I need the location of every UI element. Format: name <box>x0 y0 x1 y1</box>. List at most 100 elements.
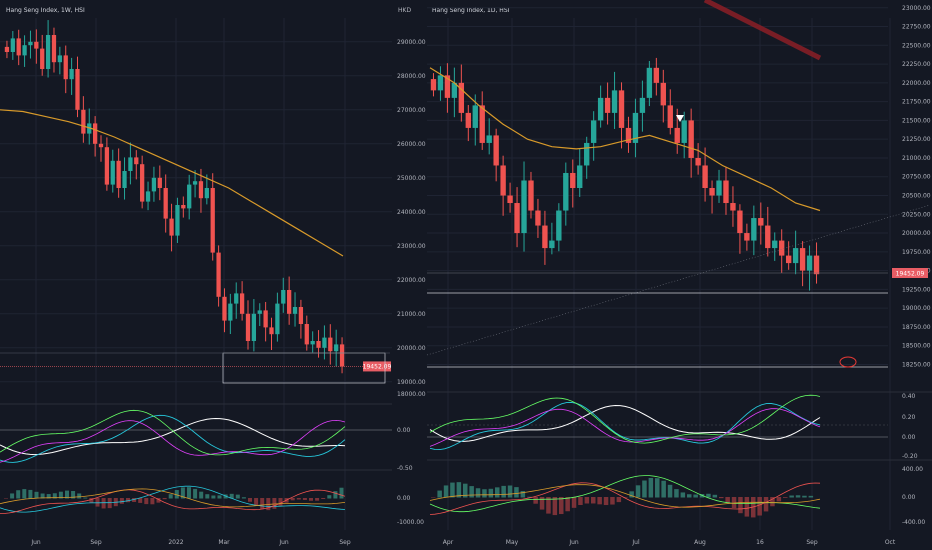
left-candle-1 <box>10 38 15 52</box>
right-y-tick-17: 18750.00 <box>902 324 931 331</box>
left-osc2-line-orange <box>0 488 346 508</box>
right-candle-23 <box>590 120 597 143</box>
right-hist-bar-38 <box>674 489 679 498</box>
left-y-tick-1: 28000.00 <box>397 73 426 80</box>
left-hist-bar-49 <box>302 498 307 500</box>
right-hist-bar-13 <box>514 487 519 498</box>
left-hist-bar-24 <box>150 498 155 505</box>
right-hist-bar-34 <box>648 477 654 498</box>
left-candle-17 <box>104 147 110 185</box>
left-hist-bar-1 <box>10 493 15 499</box>
right-candle-8 <box>486 135 492 143</box>
right-hist-bar-59 <box>808 495 814 498</box>
left-hist-bar-35 <box>217 495 222 499</box>
right-osc1-tick-0: 0.40 <box>902 393 916 400</box>
right-candle-9 <box>493 135 499 166</box>
right-hist-bar-32 <box>635 485 641 498</box>
right-trend-dotted <box>426 204 931 356</box>
left-candle-33 <box>198 181 204 199</box>
right-candle-36 <box>681 120 687 143</box>
left-candle-11 <box>69 69 74 80</box>
left-osc1-line-white <box>0 417 346 456</box>
right-candle-19 <box>563 172 569 211</box>
left-candle-43 <box>257 310 262 314</box>
right-hist-bar-37 <box>667 484 673 498</box>
right-candle-31 <box>646 67 653 98</box>
right-osc2-tick-1: 0.00 <box>902 494 916 501</box>
left-hist-bar-45 <box>278 498 283 506</box>
left-candle-57 <box>339 344 345 367</box>
right-osc1-tick-2: 0.00 <box>902 434 916 441</box>
right-y-tick-2: 22500.00 <box>902 42 931 49</box>
right-candle-38 <box>695 157 701 166</box>
right-y-tick-19: 18250.00 <box>902 361 931 368</box>
left-candle-48 <box>287 290 292 314</box>
right-hist-bar-49 <box>744 497 750 517</box>
right-hist-bar-5 <box>463 483 468 498</box>
right-y-tick-6: 21500.00 <box>902 117 931 124</box>
left-candle-54 <box>322 337 327 348</box>
right-candle-34 <box>667 105 673 128</box>
right-candle-53 <box>799 248 806 271</box>
right-candle-3 <box>451 82 458 98</box>
left-hist-bar-27 <box>168 494 173 499</box>
right-hist-bar-53 <box>770 497 775 507</box>
left-candle-9 <box>57 55 62 63</box>
right-hist-bar-9 <box>488 488 494 498</box>
right-ma-line <box>429 67 821 212</box>
right-candle-41 <box>716 180 722 196</box>
left-candle-39 <box>234 293 239 304</box>
right-candle-51 <box>785 255 792 264</box>
left-x-tick-0: Jun <box>30 539 41 546</box>
right-hist-bar-17 <box>539 497 545 510</box>
left-candle-49 <box>292 307 298 314</box>
left-candle-24 <box>145 191 151 202</box>
left-candle-30 <box>181 205 186 209</box>
left-hist-bar-39 <box>241 497 246 499</box>
left-hist-bar-21 <box>132 498 137 502</box>
right-candle-32 <box>653 67 660 83</box>
right-osc1-line-magenta <box>429 408 821 447</box>
left-y-tick-6: 23000.00 <box>397 243 426 250</box>
right-y-tick-7: 21250.00 <box>902 136 931 143</box>
right-x-tick-1: May <box>506 539 519 546</box>
right-y-tick-12: 20000.00 <box>902 230 931 237</box>
left-hist-bar-15 <box>95 498 100 507</box>
right-hist-bar-46 <box>725 497 730 503</box>
left-candle-36 <box>216 252 221 297</box>
right-candle-33 <box>660 82 666 106</box>
right-y-tick-0: 23000.00 <box>902 5 931 12</box>
left-hist-bar-37 <box>229 493 234 499</box>
right-candle-2 <box>444 75 451 98</box>
left-candle-38 <box>228 303 233 321</box>
left-candle-56 <box>334 344 339 352</box>
left-hist-bar-29 <box>180 487 185 499</box>
right-candle-40 <box>709 188 715 196</box>
right-candle-48 <box>765 225 771 249</box>
right-hist-bar-57 <box>795 495 801 498</box>
right-hist-bar-54 <box>776 497 782 502</box>
right-y-tick-18: 18500.00 <box>902 343 931 350</box>
left-candle-3 <box>22 45 27 56</box>
right-candle-24 <box>597 97 604 121</box>
left-candle-53 <box>316 341 321 348</box>
right-hist-bar-8 <box>482 489 487 498</box>
right-x-tick-4: Aug <box>694 539 706 546</box>
right-candle-1 <box>437 75 444 91</box>
right-candle-39 <box>702 165 708 188</box>
left-osc1-tick-0: 18000.00 <box>397 391 426 398</box>
left-candle-41 <box>245 313 251 341</box>
left-hist-bar-20 <box>126 498 130 503</box>
right-candle-4 <box>458 82 465 113</box>
right-hist-bar-47 <box>731 497 737 509</box>
right-candle-52 <box>792 248 799 264</box>
right-hist-bar-3 <box>450 482 455 498</box>
right-candle-6 <box>472 105 478 128</box>
right-candle-21 <box>577 165 583 188</box>
right-x-tick-6: Sep <box>806 539 818 546</box>
left-candle-40 <box>239 293 245 314</box>
left-pane-title: Hang Seng Index, 1W, HSI <box>6 7 85 14</box>
right-hist-bar-41 <box>693 494 698 498</box>
left-hist-bar-52 <box>321 498 326 499</box>
